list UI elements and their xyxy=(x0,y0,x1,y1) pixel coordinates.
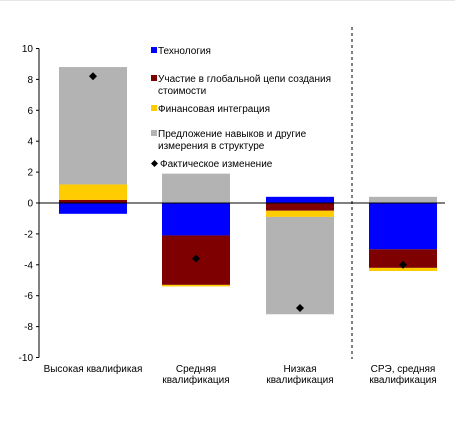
actual-change-marker xyxy=(296,304,304,313)
bar-segment-4-cat-1 xyxy=(59,67,127,185)
y-tick-label: 8 xyxy=(27,75,33,86)
markers-layer xyxy=(89,72,407,313)
bar-segment-1-cat-4 xyxy=(369,203,437,250)
y-tick-label: -10 xyxy=(19,353,34,364)
y-tick-label: 6 xyxy=(27,106,33,117)
bar-segment-3-cat-4 xyxy=(369,267,437,271)
legend-swatch-finance xyxy=(151,105,157,111)
bar-segment-2-cat-3 xyxy=(266,203,334,211)
y-tick-label: 10 xyxy=(22,44,34,55)
y-tick-label: 4 xyxy=(27,137,33,148)
bar-segment-4-cat-3 xyxy=(266,216,334,315)
legend-swatch-skills xyxy=(151,130,157,136)
category-label: СРЭ, средняя xyxy=(371,364,436,375)
y-tick-label: -8 xyxy=(24,322,33,333)
bars-layer xyxy=(59,67,437,315)
y-tick-label: -2 xyxy=(24,229,33,240)
bar-segment-3-cat-1 xyxy=(59,184,127,200)
axes-layer: 10 8 6 4 2 0 -2 -4 -6 -8 -10 xyxy=(19,27,445,364)
actual-change-marker xyxy=(89,72,97,81)
bar-segment-4-cat-4 xyxy=(369,196,437,203)
y-tick-label: 0 xyxy=(27,199,33,210)
legend-swatch-technology xyxy=(151,47,157,53)
category-label: Средняя xyxy=(176,364,216,375)
bar-segment-1-cat-1 xyxy=(59,203,127,214)
category-label: Высокая квалификая xyxy=(44,363,143,375)
bar-segment-4-cat-2 xyxy=(162,173,230,203)
legend: Технология Участие в глобальной цепи соз… xyxy=(151,46,331,170)
legend-swatch-gvc xyxy=(151,75,157,81)
bar-segment-3-cat-3 xyxy=(266,210,334,217)
actual-change-marker xyxy=(192,254,200,263)
bar-segment-1-cat-2 xyxy=(162,203,230,236)
category-label: Низкая xyxy=(284,364,317,375)
legend-label-gvc-line1: Участие в глобальной цепи создания xyxy=(158,73,331,85)
actual-change-marker xyxy=(399,260,407,269)
legend-label-skills-line2: измерения в структуре xyxy=(158,141,265,152)
legend-marker-actual xyxy=(151,160,158,167)
legend-label-actual: Фактическое изменение xyxy=(160,159,273,170)
category-label: квалификация xyxy=(369,374,436,386)
legend-label-finance: Финансовая интеграция xyxy=(158,104,270,115)
legend-label-skills-line1: Предложение навыков и другие xyxy=(158,129,307,140)
bar-segment-1-cat-3 xyxy=(266,196,334,203)
category-labels: Высокая квалификая СредняяквалификацияНиз… xyxy=(44,363,437,386)
legend-label-gvc-line2: стоимости xyxy=(158,86,206,97)
y-tick-label: 2 xyxy=(27,168,33,179)
bar-segment-3-cat-2 xyxy=(162,284,230,287)
category-label: квалификация xyxy=(162,374,229,386)
y-tick-label: -4 xyxy=(24,260,33,271)
legend-label-technology: Технология xyxy=(158,46,211,57)
category-label: квалификация xyxy=(266,374,333,386)
bar-segment-2-cat-4 xyxy=(369,249,437,268)
bar-segment-2-cat-1 xyxy=(59,199,127,203)
y-tick-label: -6 xyxy=(24,291,33,302)
